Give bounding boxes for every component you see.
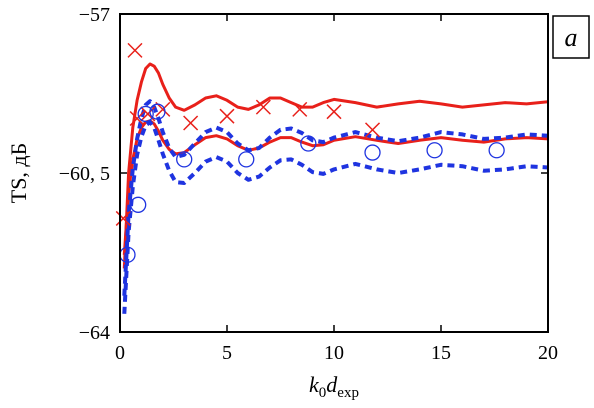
panel-label-text: a — [565, 23, 578, 52]
y-tick-label: −64 — [79, 322, 110, 344]
data-point-circle — [426, 142, 443, 159]
series-line-red-solid — [122, 62, 548, 269]
cross-stroke — [219, 108, 235, 124]
y-axis-title: TS, дБ — [6, 143, 31, 204]
data-point-cross — [115, 210, 131, 226]
x-axis-title-main: k — [309, 372, 320, 397]
data-point-cross — [326, 104, 342, 120]
data-point-circle — [488, 142, 505, 159]
cross-stroke — [255, 99, 271, 115]
data-point-cross — [219, 108, 235, 124]
cross-stroke — [364, 122, 381, 138]
data-point-cross — [183, 115, 199, 131]
data-point-circle — [176, 151, 193, 168]
x-tick-label: 0 — [115, 342, 125, 364]
cross-stroke — [140, 106, 156, 122]
svg-text:k0dexp: k0dexp — [309, 372, 359, 401]
cross-stroke — [129, 110, 145, 127]
x-tick-label: 20 — [538, 342, 558, 364]
cross-stroke — [183, 115, 199, 131]
cross-stroke — [115, 210, 131, 226]
panel-label: a — [552, 15, 590, 59]
x-tick-label: 5 — [222, 342, 232, 364]
data-point-cross — [129, 110, 145, 127]
data-point-circle — [130, 196, 147, 213]
series-line-blue-dashed — [122, 99, 548, 296]
data-point-circle — [137, 105, 154, 123]
data-point-cross — [127, 42, 143, 58]
data-point-circle — [149, 103, 166, 120]
data-point-cross — [140, 106, 156, 122]
panel-label-frame — [552, 15, 590, 59]
data-point-circle — [300, 135, 317, 152]
x-axis-title: k0dexp — [309, 372, 359, 401]
series-line-red-solid — [122, 119, 548, 255]
plot-frame — [119, 13, 549, 333]
x-axis-title-sub1: 0 — [319, 385, 327, 401]
x-tick-label: 15 — [431, 342, 451, 364]
cross-stroke — [292, 101, 308, 117]
data-point-circle — [238, 151, 255, 168]
data-point-cross — [364, 122, 381, 138]
y-tick-label: −60, 5 — [59, 163, 110, 185]
x-axis-title-mid: d — [326, 372, 338, 397]
cross-stroke — [326, 104, 342, 120]
x-tick-label: 10 — [324, 342, 344, 364]
x-axis-title-sub2: exp — [337, 385, 359, 401]
data-point-cross — [292, 101, 308, 117]
data-point-cross — [255, 99, 271, 115]
cross-stroke — [155, 101, 171, 117]
data-point-circle — [364, 144, 381, 161]
y-tick-label: −57 — [79, 4, 110, 26]
series-line-blue-dashed — [122, 120, 548, 314]
cross-stroke — [127, 42, 143, 58]
